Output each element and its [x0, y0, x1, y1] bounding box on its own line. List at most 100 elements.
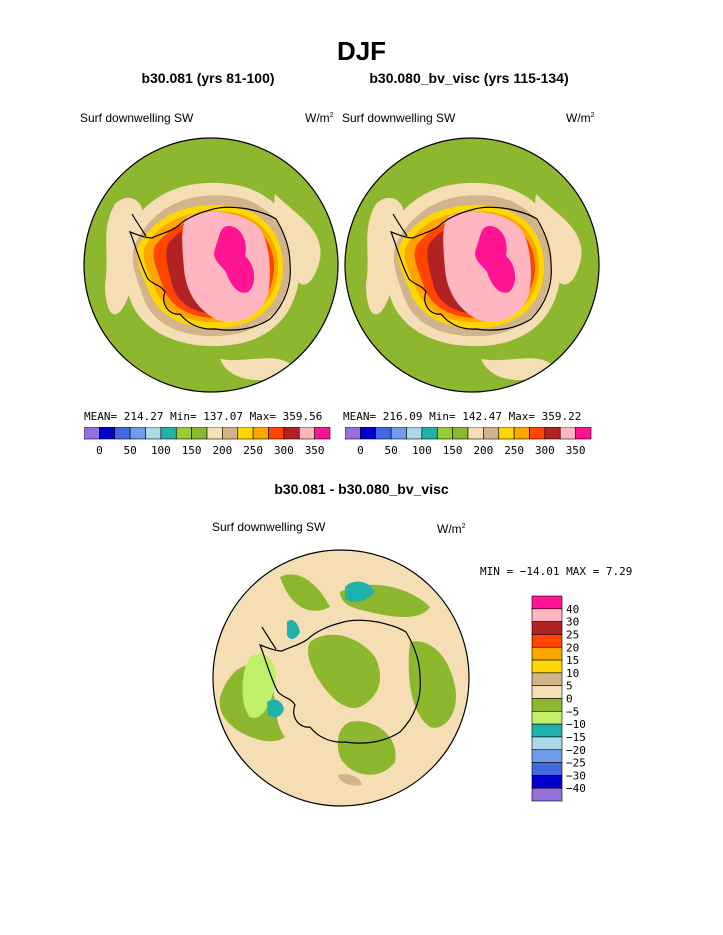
- diff-brown-region: [338, 774, 362, 786]
- left-panel-stats: MEAN= 214.27 Min= 137.07 Max= 359.56: [84, 410, 323, 423]
- diff-green-region: [308, 634, 380, 708]
- colorbar-segment: [345, 427, 361, 440]
- difference-title: b30.081 - b30.080_bv_visc: [274, 481, 449, 497]
- difference-units: W/m2: [437, 522, 466, 536]
- map-boundary: [83, 137, 339, 393]
- diff-green-region: [408, 641, 456, 728]
- colorbar-segment: [544, 427, 561, 440]
- diff-teal-region: [345, 581, 375, 603]
- colorbar-segment: [406, 427, 423, 440]
- colorbar-segment: [531, 672, 563, 686]
- right-panel-units: W/m2: [566, 111, 595, 125]
- right-panel-variable: Surf downwelling SW: [342, 111, 456, 125]
- colorbar-segment: [145, 427, 162, 440]
- right-panel-stats: MEAN= 216.09 Min= 142.47 Max= 359.22: [343, 410, 582, 423]
- colorbar-segment: [531, 749, 563, 763]
- colorbar-segment: [252, 427, 269, 440]
- colorbar-tick-label: −40: [566, 782, 586, 795]
- colorbar-tick-label: 250: [243, 444, 263, 457]
- colorbar-segment: [531, 736, 563, 751]
- map-boundary: [344, 137, 600, 393]
- colorbar-tick-label: 200: [473, 444, 493, 457]
- colorbar-tick-label: 5: [566, 680, 573, 693]
- colorbar-tick-label: 0: [96, 444, 103, 457]
- difference-polar-map: [212, 549, 470, 807]
- right-colorbar: 0 50 100 150 200 250 300 350: [345, 427, 592, 457]
- colorbar-tick-label: 50: [124, 444, 137, 457]
- diff-green-region: [337, 721, 396, 775]
- colorbar-segment: [513, 427, 530, 440]
- colorbar-segment: [531, 787, 563, 802]
- colorbar-segment: [436, 427, 453, 440]
- colorbar-tick-label: −30: [566, 769, 586, 782]
- colorbar-segment: [531, 621, 563, 635]
- figure-title: DJF: [336, 36, 387, 66]
- colorbar-tick-label: 0: [357, 444, 364, 457]
- right-panel-title: b30.080_bv_visc (yrs 115-134): [369, 70, 569, 86]
- antarctica-coastline: [389, 206, 552, 331]
- colorbar-tick-label: 20: [566, 641, 579, 654]
- colorbar-segment: [191, 427, 208, 440]
- colorbar-segment: [467, 427, 484, 440]
- colorbar-tick-label: 25: [566, 628, 579, 641]
- colorbar-tick-label: −20: [566, 744, 586, 757]
- colorbar-tick-label: 200: [212, 444, 232, 457]
- colorbar-segment: [99, 427, 116, 440]
- colorbar-tick-label: 350: [566, 444, 586, 457]
- colorbar-segment: [483, 427, 500, 440]
- left-panel-title: b30.081 (yrs 81-100): [141, 70, 275, 86]
- colorbar-segment: [160, 427, 177, 440]
- colorbar-segment: [575, 427, 592, 440]
- colorbar-segment: [531, 634, 563, 648]
- right-polar-map: [344, 137, 600, 393]
- diff-teal-region: [267, 699, 284, 718]
- antarctic-peninsula: [392, 213, 408, 237]
- colorbar-tick-label: 350: [305, 444, 325, 457]
- colorbar-segment: [375, 427, 392, 440]
- colorbar-tick-label: 250: [504, 444, 524, 457]
- colorbar-segment: [531, 608, 563, 622]
- colorbar-tick-label: 40: [566, 603, 579, 616]
- colorbar-segment: [531, 723, 563, 738]
- antarctic-peninsula: [261, 626, 277, 650]
- left-colorbar: 0 50 100 150 200 250 300 350: [84, 427, 331, 457]
- difference-variable: Surf downwelling SW: [212, 520, 326, 534]
- colorbar-segment: [206, 427, 223, 440]
- colorbar-tick-label: 150: [182, 444, 202, 457]
- colorbar-segment: [298, 427, 315, 440]
- colorbar-tick-label: 150: [443, 444, 463, 457]
- antarctic-peninsula: [131, 213, 147, 237]
- colorbar-segment: [129, 427, 146, 440]
- colorbar-segment: [531, 685, 563, 699]
- colorbar-tick-label: 300: [535, 444, 555, 457]
- colorbar-segment: [222, 427, 239, 440]
- antarctica-coastline: [258, 619, 421, 744]
- colorbar-segment: [559, 427, 576, 440]
- left-panel-variable: Surf downwelling SW: [80, 111, 194, 125]
- difference-stats: MIN = −14.01 MAX = 7.29: [480, 565, 633, 578]
- colorbar-segment: [529, 427, 546, 440]
- left-panel-units: W/m2: [305, 111, 334, 125]
- map-max-region: [214, 226, 255, 293]
- colorbar-segment: [421, 427, 438, 440]
- antarctica-coastline: [128, 206, 291, 331]
- colorbar-segment: [114, 427, 131, 440]
- colorbar-segment: [268, 427, 285, 440]
- colorbar-tick-label: −25: [566, 757, 586, 770]
- colorbar-tick-label: 100: [412, 444, 432, 457]
- colorbar-segment: [531, 698, 563, 712]
- colorbar-segment: [390, 427, 407, 440]
- colorbar-segment: [452, 427, 469, 440]
- colorbar-tick-label: −10: [566, 718, 586, 731]
- colorbar-segment: [314, 427, 331, 440]
- map-max-region: [475, 226, 516, 293]
- colorbar-tick-label: −5: [566, 705, 579, 718]
- colorbar-segment: [531, 762, 563, 776]
- colorbar-segment: [283, 427, 300, 440]
- colorbar-segment: [237, 427, 254, 440]
- left-polar-map: [83, 137, 339, 393]
- colorbar-segment: [531, 711, 563, 725]
- colorbar-segment: [531, 775, 563, 789]
- colorbar-segment: [175, 427, 192, 440]
